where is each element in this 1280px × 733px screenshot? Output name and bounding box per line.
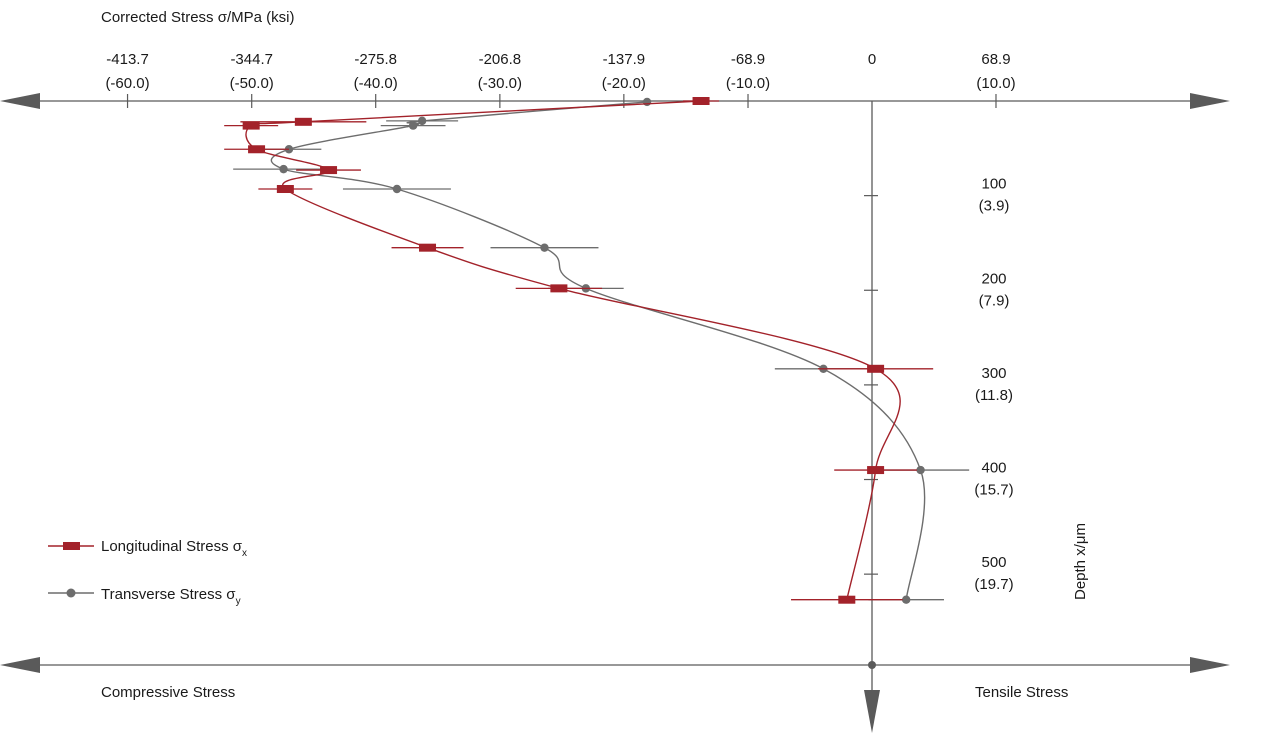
y-tick-label: 100 <box>981 176 1006 193</box>
y-axis-down-arrow <box>864 690 880 733</box>
y-tick-sublabel: (15.7) <box>974 482 1013 499</box>
x-tick-label: 0 <box>868 51 876 68</box>
legend-transverse-marker <box>66 588 76 598</box>
x-tick-sublabel: (-10.0) <box>726 75 770 92</box>
data-point <box>320 166 338 175</box>
y-tick-sublabel: (19.7) <box>974 576 1013 593</box>
legend-transverse-label: Transverse Stress σy <box>101 586 241 607</box>
series-line <box>245 100 901 600</box>
data-point <box>540 243 549 252</box>
x-tick-sublabel: (-50.0) <box>230 75 274 92</box>
x-tick-sublabel: (10.0) <box>976 75 1015 92</box>
x-axis-title: Corrected Stress σ/MPa (ksi) <box>101 9 294 26</box>
data-point <box>916 465 925 475</box>
y-tick-label: 200 <box>981 270 1006 287</box>
data-point <box>242 121 260 130</box>
data-point <box>838 595 856 604</box>
legend-longitudinal-label: Longitudinal Stress σx <box>101 538 247 559</box>
y-tick-sublabel: (11.8) <box>975 387 1013 404</box>
x-tick-label: -206.8 <box>479 51 522 68</box>
y-tick-label: 500 <box>981 554 1006 571</box>
data-point <box>294 117 312 126</box>
data-point <box>642 97 652 107</box>
data-point <box>417 116 427 126</box>
x-tick-sublabel: (-40.0) <box>354 75 398 92</box>
x-tick-label: -413.7 <box>106 51 149 68</box>
x-tick-label: 68.9 <box>981 51 1010 68</box>
x-tick-sublabel: (-20.0) <box>602 75 646 92</box>
x-axis-right-arrow <box>1190 93 1230 109</box>
x-tick-label: -68.9 <box>731 51 765 68</box>
data-point <box>419 243 437 252</box>
y-tick-sublabel: (7.9) <box>979 292 1010 309</box>
y-tick-label: 400 <box>981 460 1006 477</box>
x-tick-label: -275.8 <box>354 51 397 68</box>
series-line <box>270 101 926 600</box>
legend: Longitudinal Stress σx Transverse Stress… <box>48 538 247 607</box>
bottom-axis-left-arrow <box>0 657 40 673</box>
data-point <box>276 185 294 194</box>
x-tick-label: -137.9 <box>603 51 646 68</box>
data-point <box>550 284 568 293</box>
data-point <box>867 364 885 373</box>
data-point <box>867 466 885 475</box>
y-tick-label: 300 <box>981 365 1006 382</box>
compressive-stress-label: Compressive Stress <box>101 684 235 701</box>
data-point <box>392 184 402 194</box>
x-axis-left-arrow <box>0 93 40 109</box>
y-axis-title: Depth x/μm <box>1072 523 1089 600</box>
x-tick-sublabel: (-60.0) <box>105 75 149 92</box>
y-tick-sublabel: (3.9) <box>979 198 1010 215</box>
data-point <box>279 164 288 174</box>
data-point <box>901 595 911 604</box>
x-tick-label: -344.7 <box>230 51 273 68</box>
legend-longitudinal-marker <box>63 542 80 550</box>
tensile-stress-label: Tensile Stress <box>975 684 1068 701</box>
origin-dot <box>868 661 876 669</box>
series-transverse <box>233 97 970 604</box>
series-longitudinal <box>224 97 934 604</box>
data-point <box>692 97 710 105</box>
x-tick-sublabel: (-30.0) <box>478 75 522 92</box>
data-point <box>248 145 266 154</box>
data-point <box>408 121 418 130</box>
bottom-axis-right-arrow <box>1190 657 1230 673</box>
